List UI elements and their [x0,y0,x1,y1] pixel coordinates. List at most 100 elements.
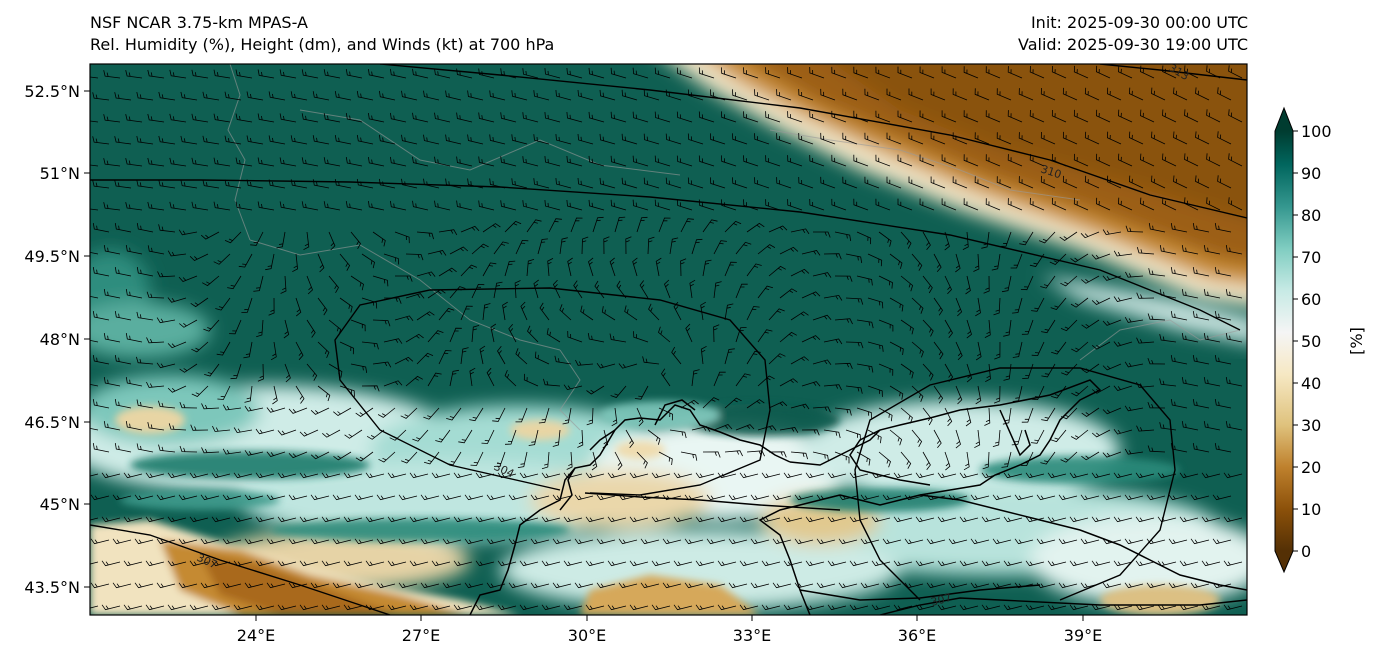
wind-barb [761,604,781,611]
wind-barb [970,582,990,589]
wind-barb [603,236,610,255]
wind-barb [944,231,950,251]
wind-barb [1139,153,1155,167]
wind-barb [343,516,363,523]
colorbar-tick-label: 30 [1301,416,1321,435]
lat-axis: 52.5°N 51°N 49.5°N 48°N 46.5°N 45°N 43.5… [24,82,80,597]
wind-barb [114,223,132,233]
wind-barb [1214,443,1232,453]
wind-barb [276,231,286,249]
wind-barb [591,451,598,471]
wind-barb [272,385,278,405]
wind-barb [400,407,418,419]
wind-barb [805,560,825,567]
wind-barb [922,319,934,337]
wind-barb [1179,516,1199,523]
wind-barb [838,582,858,589]
lon-tick-label: 27°E [402,626,440,645]
wind-barb [390,112,407,123]
wind-barb [856,407,873,419]
wind-barb [486,582,506,589]
wind-barb [625,429,634,448]
wind-barb [702,451,721,458]
wind-barb [577,89,594,101]
wind-barb [479,345,486,365]
wind-barb [145,472,165,479]
wind-barb [1102,319,1122,326]
wind-barb [493,241,509,255]
wind-barb [1135,472,1155,479]
wind-barb [893,516,913,523]
wind-barb [1170,223,1188,233]
wind-barb [306,319,316,338]
wind-barb [812,406,831,413]
wind-barb [1029,197,1045,211]
wind-barb [526,259,535,277]
wind-barb [937,560,957,567]
wind-barb [301,69,319,79]
wind-barb [541,604,561,611]
wind-barb [798,176,814,189]
wind-barb [867,297,884,309]
wind-barb [1091,297,1111,305]
wind-barb [1228,109,1243,123]
wind-barb [471,243,489,255]
wind-barb [1019,231,1034,246]
wind-barb [257,113,275,123]
wind-barb [446,407,462,421]
wind-barb [1095,109,1111,123]
wind-barb [255,560,275,567]
wind-barb [539,302,550,321]
wind-barb [1047,516,1067,523]
wind-barb [1170,355,1188,365]
wind-barb [1214,311,1232,321]
wind-barb [169,69,187,79]
lat-tick-label: 46.5°N [24,413,80,432]
wind-barb [179,319,198,328]
wind-barb [930,88,946,101]
wind-barb [616,280,627,299]
wind-barb [544,112,561,123]
wind-barb [563,516,583,523]
wind-barb [1047,560,1067,567]
wind-barb [379,90,396,101]
wind-barb [420,494,440,501]
wind-barb [1020,275,1034,291]
wind-barb [213,253,231,265]
wind-barb [409,560,429,567]
wind-barb [427,330,444,343]
wind-barb [849,604,869,611]
wind-barb [301,201,319,211]
wind-barb [823,429,841,439]
wind-barb [412,112,429,123]
wind-barb [211,472,231,479]
wind-barb [889,297,904,312]
wind-barb [673,301,682,321]
wind-barb [323,201,341,211]
wind-barb [1036,494,1056,501]
wind-barb [1003,472,1023,479]
wind-barb [1113,250,1133,257]
wind-barb [831,66,847,79]
wind-barb [306,363,318,381]
wind-barb [750,494,770,501]
wind-barb [310,494,330,501]
wind-barb [963,66,979,79]
wind-barb [1018,176,1034,189]
wind-barb [295,385,305,404]
wind-barb [842,176,858,189]
wind-barb [577,133,594,145]
wind-barb [908,176,924,189]
wind-barb [167,341,187,349]
wind-barb [158,400,176,409]
colorbar-tick-label: 100 [1301,122,1332,141]
wind-barb [618,582,638,589]
wind-barb [955,253,961,273]
wind-barb [1021,319,1034,335]
colorbar-tick-label: 40 [1301,374,1321,393]
wind-barb [845,253,863,264]
wind-barb [416,271,436,277]
lat-tick-label: 51°N [40,164,80,183]
wind-barb [235,113,253,123]
wind-barb [268,91,286,101]
